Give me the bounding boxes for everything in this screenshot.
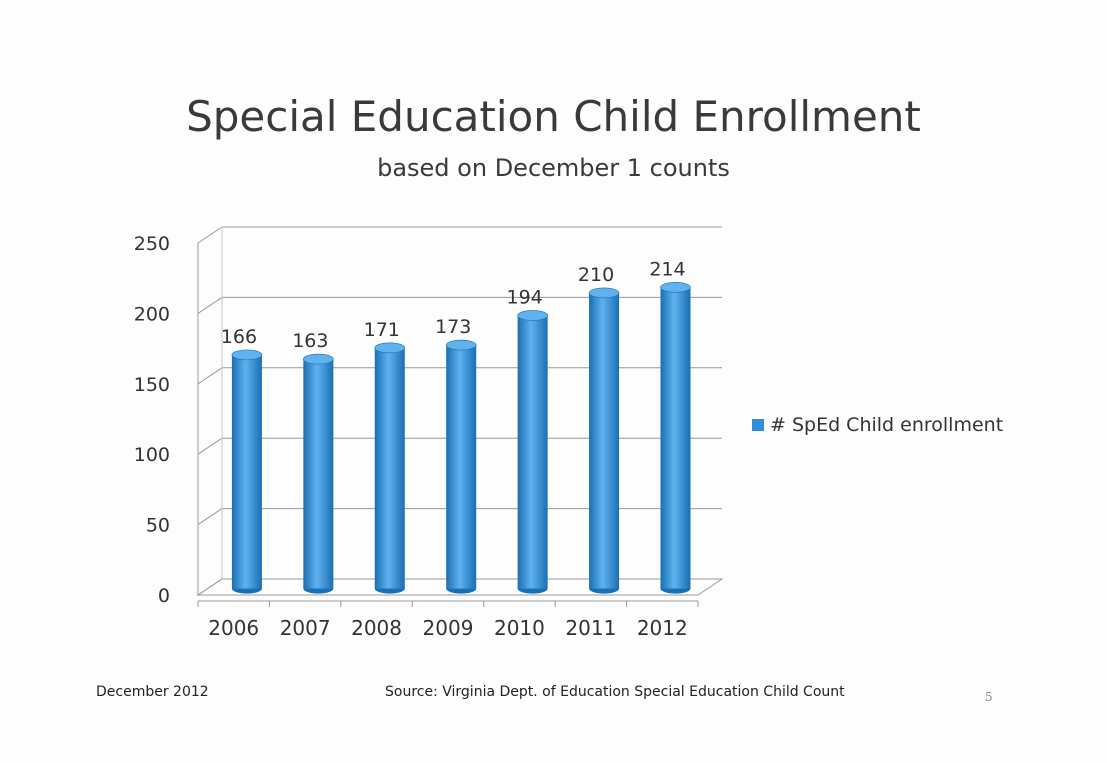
x-tick-label: 2012 [637, 616, 688, 640]
x-tick-label: 2009 [423, 616, 474, 640]
legend: # SpEd Child enrollment [752, 414, 1003, 436]
legend-swatch [752, 419, 764, 431]
footer-date: December 2012 [96, 684, 209, 700]
gridline-side [197, 296, 223, 314]
y-tick-label: 50 [146, 515, 170, 537]
footer-source: Source: Virginia Dept. of Education Spec… [385, 684, 845, 700]
x-tick-label: 2007 [280, 616, 331, 640]
chart-floor [196, 578, 724, 596]
data-label: 194 [506, 286, 542, 308]
gridline-side [197, 367, 223, 385]
data-label: 173 [435, 316, 471, 338]
bar [445, 339, 477, 594]
data-label: 171 [364, 319, 400, 341]
bar [374, 342, 406, 594]
y-tick-label: 250 [134, 233, 170, 255]
x-tick-label: 2011 [565, 616, 616, 640]
y-tick-label: 150 [134, 374, 170, 396]
bar [303, 353, 334, 594]
y-tick-label: 100 [134, 444, 170, 466]
gridline-side [197, 226, 223, 244]
x-tick-label: 2010 [494, 616, 545, 640]
bar [231, 349, 263, 594]
data-label: 166 [221, 326, 257, 348]
x-tick-label: 2008 [351, 616, 402, 640]
data-label: 214 [649, 258, 685, 280]
bar [588, 287, 620, 594]
page-number: 5 [985, 690, 993, 704]
gridline-side [197, 437, 223, 455]
chart-title: Special Education Child Enrollment [186, 92, 921, 141]
data-label: 210 [578, 264, 614, 286]
gridline-side [197, 508, 223, 526]
chart-subtitle: based on December 1 counts [377, 154, 730, 182]
y-tick-label: 200 [134, 303, 170, 325]
bar [517, 310, 548, 594]
x-tick-label: 2006 [208, 616, 259, 640]
data-label: 163 [292, 330, 328, 352]
y-tick-label: 0 [158, 585, 170, 607]
legend-label: # SpEd Child enrollment [770, 414, 1004, 436]
bar [660, 281, 691, 594]
